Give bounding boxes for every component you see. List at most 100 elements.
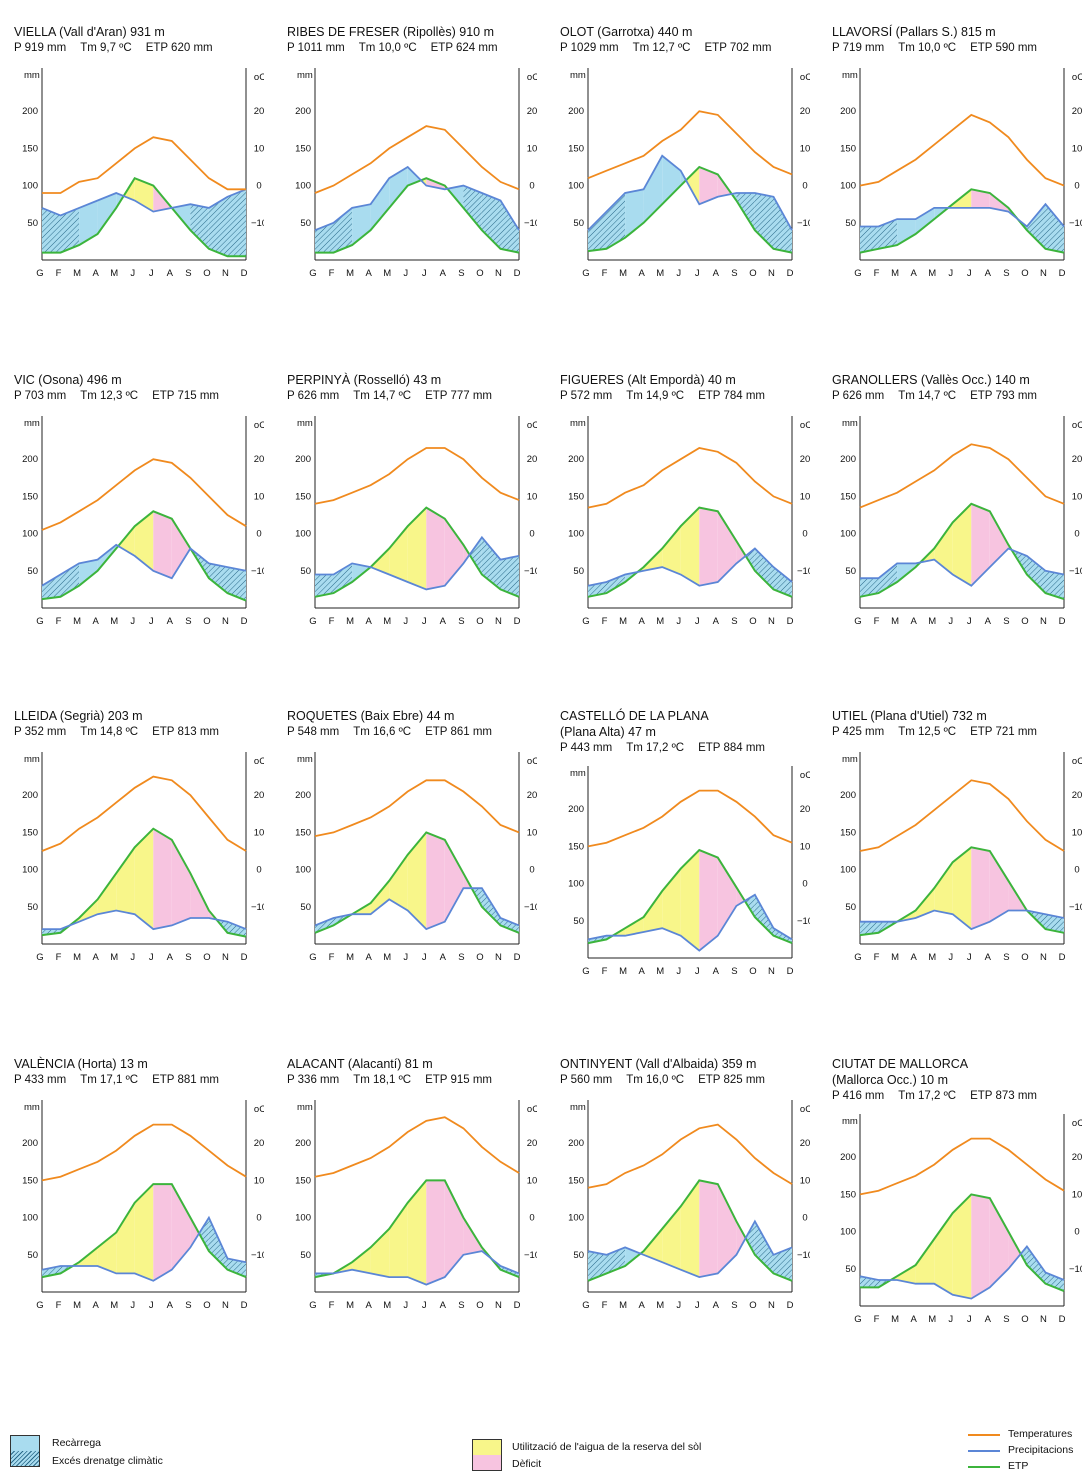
stat-tm: Tm 12,3 ºC	[80, 390, 139, 402]
month-tick-label: N	[1040, 1314, 1047, 1325]
tick-mm-label: 50	[573, 566, 584, 577]
unit-celsius-label: oC	[1072, 756, 1082, 767]
legend-excess-label: Excés drenatge climàtic	[52, 1455, 163, 1467]
month-tick-label: M	[73, 1300, 81, 1311]
tick-mm-label: 50	[573, 218, 584, 229]
area-use-reserve	[662, 1206, 681, 1270]
month-tick-label: J	[422, 1300, 427, 1311]
tick-celsius-label: 10	[527, 827, 537, 838]
tick-celsius-label: 0	[1074, 1227, 1079, 1238]
tick-celsius-label: −10	[524, 566, 537, 577]
tick-mm-label: 100	[840, 181, 856, 192]
month-tick-label: A	[638, 966, 645, 977]
month-tick-label: M	[928, 268, 936, 279]
station-title: CASTELLÓ DE LA PLANA	[560, 709, 709, 723]
area-deficit	[971, 1194, 990, 1299]
month-tick-label: D	[1059, 616, 1066, 627]
tick-mm-label: 200	[295, 106, 311, 117]
month-tick-label: A	[440, 616, 447, 627]
station-stats: P 1011 mm Tm 10,0 ºC ETP 624 mm	[287, 41, 537, 56]
area-recharge	[352, 204, 371, 246]
tick-mm-label: 100	[295, 529, 311, 540]
area-excess	[1026, 204, 1046, 249]
area-excess	[315, 222, 334, 253]
tick-mm-label: 50	[27, 566, 38, 577]
month-tick-label: M	[73, 268, 81, 279]
tick-mm-label: 50	[27, 902, 38, 913]
area-recharge	[79, 559, 98, 586]
month-tick-label: F	[602, 268, 608, 279]
month-tick-label: J	[695, 966, 700, 977]
tick-celsius-label: 20	[800, 106, 810, 117]
area-deficit	[190, 1217, 200, 1248]
station-panel: CIUTAT DE MALLORCA (Mallorca Occ.) 10 m P …	[832, 1056, 1082, 1356]
month-tick-label: A	[985, 616, 992, 627]
tick-celsius-label: −10	[524, 1250, 537, 1261]
month-tick-label: O	[749, 966, 756, 977]
tick-celsius-label: −10	[251, 566, 264, 577]
month-tick-label: F	[56, 616, 62, 627]
stat-p: P 433 mm	[14, 1074, 67, 1086]
stat-etp: ETP 721 mm	[970, 726, 1037, 738]
tick-celsius-label: 0	[802, 529, 807, 540]
station-stats: P 626 mm Tm 14,7 ºC ETP 793 mm	[832, 389, 1082, 404]
month-tick-label: N	[495, 616, 502, 627]
legend-use-reserve-label: Utilització de l'aigua de la reserva del…	[512, 1441, 702, 1453]
month-tick-label: G	[854, 268, 861, 279]
unit-mm-label: mm	[842, 418, 858, 429]
tick-celsius-label: −10	[1069, 566, 1082, 577]
legend-recharge-label: Recàrrega	[52, 1437, 102, 1449]
month-tick-label: F	[874, 952, 880, 963]
area-deficit	[699, 507, 718, 586]
area-excess	[773, 196, 792, 253]
station-title: VIELLA (Vall d'Aran) 931 m	[14, 25, 165, 39]
month-tick-label: J	[130, 268, 135, 279]
tick-mm-label: 50	[845, 902, 856, 913]
area-use-reserve	[407, 832, 427, 930]
month-tick-label: M	[656, 616, 664, 627]
stat-p: P 425 mm	[832, 726, 885, 738]
month-tick-label: O	[1021, 268, 1028, 279]
month-tick-label: M	[891, 268, 899, 279]
stat-p: P 1029 mm	[560, 42, 619, 54]
month-tick-label: J	[403, 268, 408, 279]
station-panel: OLOT (Garrotxa) 440 m P 1029 mm Tm 12,7 ºC…	[560, 24, 810, 324]
tick-mm-label: 50	[573, 1250, 584, 1261]
month-tick-label: A	[638, 616, 645, 627]
month-tick-label: O	[476, 616, 483, 627]
month-tick-label: M	[346, 1300, 354, 1311]
tick-mm-label: 50	[845, 566, 856, 577]
tick-celsius-label: 0	[256, 181, 261, 192]
tick-celsius-label: 20	[800, 804, 810, 815]
month-tick-label: M	[73, 616, 81, 627]
month-tick-label: D	[1059, 952, 1066, 963]
month-tick-label: O	[749, 268, 756, 279]
tick-mm-label: 100	[568, 879, 584, 890]
area-excess	[315, 918, 334, 933]
tick-mm-label: 100	[840, 529, 856, 540]
month-tick-label: A	[713, 268, 720, 279]
station-panel: ONTINYENT (Vall d'Albaida) 359 m P 560 mm…	[560, 1056, 810, 1356]
month-tick-label: A	[985, 1314, 992, 1325]
area-excess	[481, 537, 501, 590]
tick-celsius-label: 0	[256, 865, 261, 876]
stat-p: P 719 mm	[832, 42, 885, 54]
month-tick-label: J	[149, 616, 154, 627]
tick-celsius-label: 0	[529, 865, 534, 876]
area-use-reserve	[134, 828, 154, 930]
precipitation-line	[587, 1219, 793, 1279]
stat-etp: ETP 825 mm	[698, 1074, 765, 1086]
month-tick-label: G	[582, 616, 589, 627]
unit-mm-label: mm	[297, 70, 313, 81]
month-tick-label: G	[582, 1300, 589, 1311]
tick-mm-label: 150	[568, 491, 584, 502]
month-tick-label: J	[967, 1314, 972, 1325]
month-tick-label: M	[383, 616, 391, 627]
area-use-reserve	[890, 1276, 898, 1280]
unit-celsius-label: oC	[800, 420, 810, 431]
